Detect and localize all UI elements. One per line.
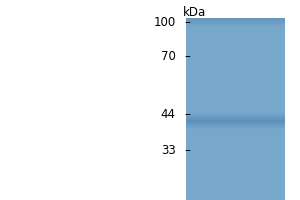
Text: 70: 70 (160, 50, 175, 64)
Text: 44: 44 (160, 108, 175, 121)
Text: 33: 33 (161, 144, 176, 158)
Text: 100: 100 (153, 17, 176, 29)
Text: –: – (184, 50, 190, 64)
Text: –: – (184, 144, 190, 158)
Text: –: – (184, 108, 190, 121)
Text: kDa: kDa (183, 6, 206, 20)
Text: –: – (184, 17, 190, 29)
